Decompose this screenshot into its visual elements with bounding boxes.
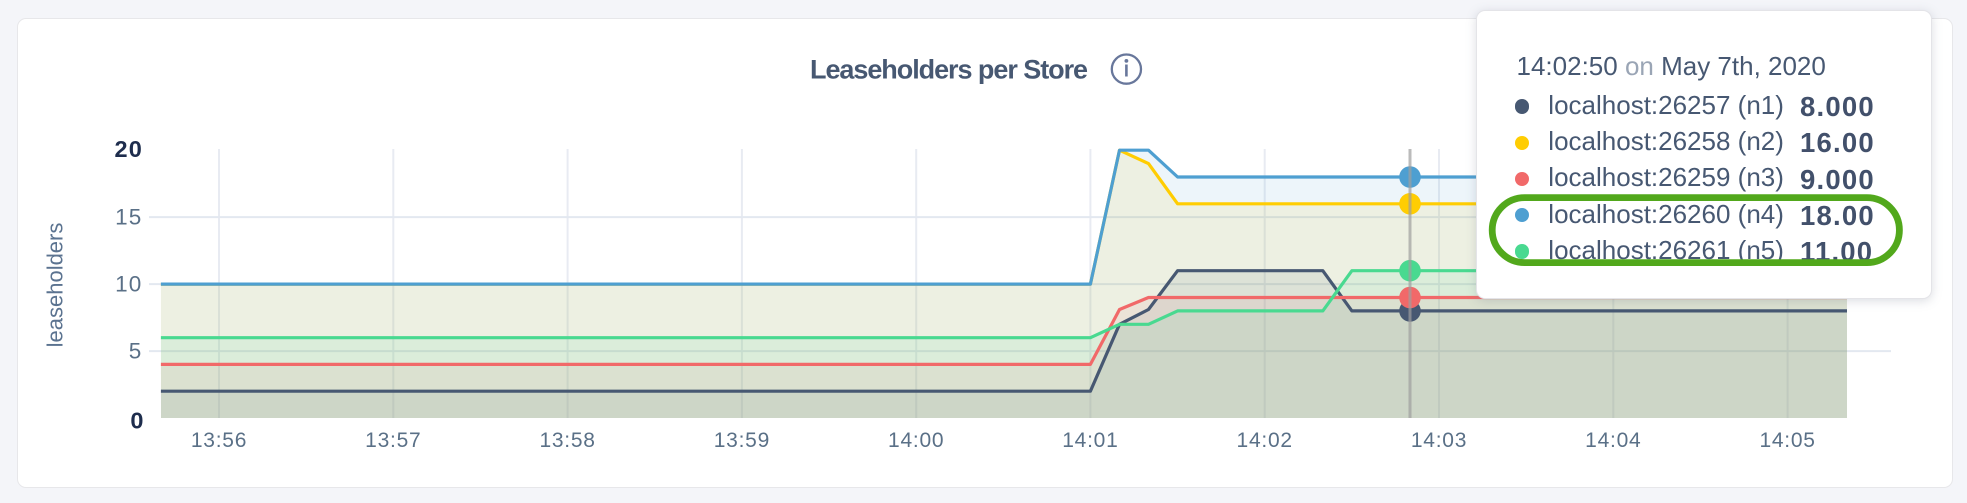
svg-text:13:58: 13:58 (539, 429, 595, 452)
svg-text:leaseholders: leaseholders (43, 223, 68, 348)
svg-text:10: 10 (115, 271, 142, 296)
svg-text:13:56: 13:56 (191, 429, 247, 452)
svg-text:5: 5 (129, 338, 143, 363)
svg-text:14:03: 14:03 (1411, 429, 1467, 452)
svg-text:13:57: 13:57 (365, 429, 421, 452)
svg-text:0: 0 (130, 407, 143, 433)
svg-text:14:02: 14:02 (1237, 429, 1293, 452)
svg-text:14:00: 14:00 (888, 429, 944, 452)
svg-text:20: 20 (114, 136, 143, 162)
svg-text:13:59: 13:59 (714, 429, 770, 452)
svg-text:14:04: 14:04 (1585, 429, 1641, 452)
svg-text:14:05: 14:05 (1759, 429, 1815, 452)
svg-text:15: 15 (115, 204, 142, 229)
svg-text:Leaseholders per Store: Leaseholders per Store (810, 55, 1088, 85)
svg-text:14:01: 14:01 (1062, 429, 1118, 452)
